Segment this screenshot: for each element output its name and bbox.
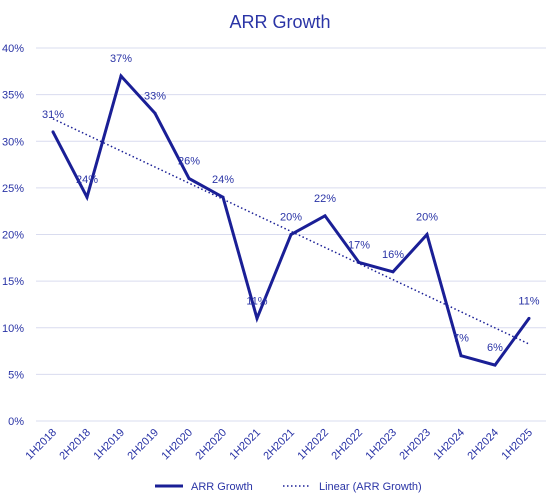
- data-point: [187, 177, 191, 181]
- data-label: 22%: [314, 193, 336, 205]
- x-tick-label: 2H2023: [397, 427, 433, 463]
- y-tick-label: 40%: [2, 43, 24, 55]
- data-point: [391, 270, 395, 274]
- y-tick-label: 0%: [8, 416, 24, 428]
- x-tick-label: 2H2018: [57, 427, 93, 463]
- data-point: [85, 195, 89, 199]
- data-label: 6%: [487, 342, 503, 354]
- data-label: 33%: [144, 90, 166, 102]
- x-axis-ticks: 1H20182H20181H20192H20191H20202H20201H20…: [23, 427, 535, 463]
- data-point: [493, 363, 497, 367]
- x-tick-label: 1H2024: [431, 427, 467, 463]
- data-point: [289, 233, 293, 236]
- data-point: [51, 130, 55, 134]
- x-tick-label: 1H2025: [499, 427, 535, 463]
- x-tick-label: 2H2024: [465, 427, 501, 463]
- data-point: [425, 233, 429, 236]
- data-point: [459, 354, 463, 358]
- data-point: [255, 316, 259, 320]
- data-point: [357, 260, 361, 264]
- x-tick-label: 1H2018: [23, 427, 59, 463]
- data-label: 20%: [280, 212, 302, 224]
- data-label: 11%: [246, 295, 267, 307]
- x-tick-label: 1H2019: [91, 427, 127, 463]
- x-tick-label: 2H2021: [261, 427, 297, 463]
- x-tick-label: 2H2020: [193, 427, 229, 463]
- data-label: 17%: [348, 239, 370, 251]
- data-label: 24%: [76, 174, 98, 186]
- x-tick-label: 1H2020: [159, 427, 195, 463]
- data-label: 31%: [42, 109, 64, 121]
- y-tick-label: 5%: [8, 369, 24, 381]
- y-axis-ticks: 0% 5% 10% 15% 20% 25% 30% 35% 40%: [2, 43, 24, 428]
- data-label: 11%: [518, 295, 539, 307]
- x-tick-label: 1H2021: [227, 427, 263, 463]
- trendline-layer: [52, 118, 530, 345]
- data-label: 16%: [382, 249, 404, 261]
- chart-title: ARR Growth: [229, 12, 330, 32]
- x-tick-label: 2H2022: [329, 427, 365, 463]
- y-tick-label: 30%: [2, 136, 24, 148]
- y-tick-label: 15%: [2, 276, 24, 288]
- x-tick-label: 1H2023: [363, 427, 399, 463]
- data-label: 20%: [416, 212, 438, 224]
- data-label: 26%: [178, 156, 200, 168]
- data-label: 7%: [453, 333, 469, 345]
- legend-trendline-label: Linear (ARR Growth): [319, 481, 422, 493]
- data-point: [153, 111, 157, 115]
- data-label: 37%: [110, 53, 132, 65]
- x-tick-label: 2H2019: [125, 427, 161, 463]
- data-point: [527, 316, 531, 320]
- data-point: [323, 214, 327, 218]
- y-tick-label: 35%: [2, 90, 24, 102]
- data-labels: 31% 24% 37% 33% 26% 24% 11% 20% 22% 17% 16% 20% 7% 6%…: [42, 53, 540, 354]
- data-point: [221, 195, 225, 199]
- x-tick-label: 1H2022: [295, 427, 331, 463]
- y-tick-label: 10%: [2, 323, 24, 335]
- legend-series-label: ARR Growth: [191, 481, 253, 493]
- y-tick-label: 20%: [2, 230, 24, 242]
- legend: ARR Growth Linear (ARR Growth): [155, 481, 422, 493]
- data-point: [119, 74, 123, 78]
- trendline: [52, 118, 530, 345]
- series-layer: [51, 72, 531, 367]
- y-tick-label: 25%: [2, 183, 24, 195]
- data-label: 24%: [212, 174, 234, 186]
